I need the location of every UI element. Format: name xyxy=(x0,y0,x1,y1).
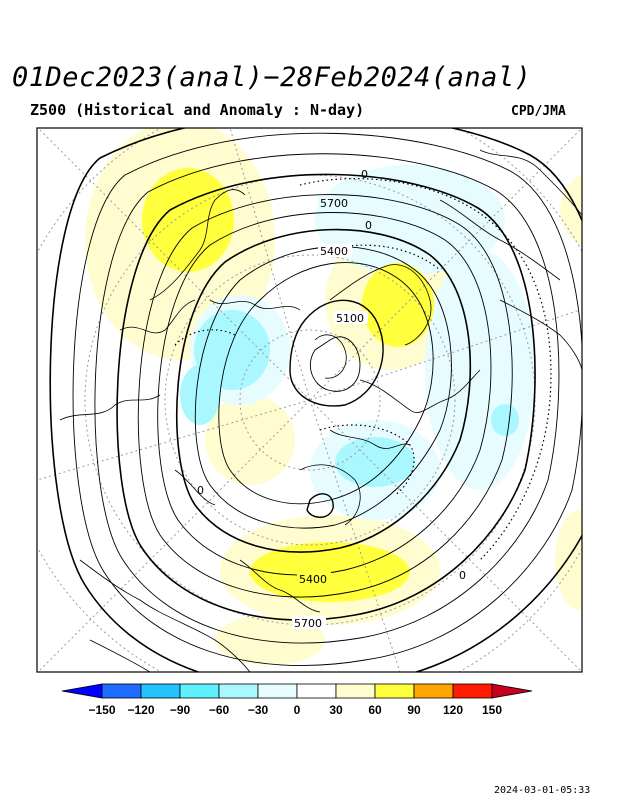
colorbar-tick-label: −30 xyxy=(248,703,269,717)
colorbar-min-arrow xyxy=(61,683,103,699)
contour-label: 0 xyxy=(365,219,372,232)
colorbar-cells xyxy=(61,683,533,699)
height-contours xyxy=(49,128,582,672)
colorbar-cell xyxy=(374,683,415,699)
map-frame xyxy=(36,127,583,673)
contour-label: 5400 xyxy=(299,573,327,586)
colorbar-cell xyxy=(335,683,376,699)
colorbar-cell xyxy=(218,683,259,699)
colorbar-tick-label: 30 xyxy=(329,703,343,717)
colorbar-cell xyxy=(257,683,298,699)
credit-label: CPD/JMA xyxy=(511,104,566,119)
contour-label: 5400 xyxy=(320,245,348,258)
colorbar-tick-label: −90 xyxy=(170,703,191,717)
colorbar-tick-label: 120 xyxy=(443,703,463,717)
colorbar-tick-label: 90 xyxy=(407,703,421,717)
coastlines xyxy=(59,149,582,672)
contour-label: 0 xyxy=(459,569,466,582)
colorbar-cell xyxy=(413,683,454,699)
colorbar-cell xyxy=(140,683,181,699)
colorbar-tick-label: 150 xyxy=(482,703,502,717)
contour-label: 0 xyxy=(361,168,368,181)
colorbar-max-arrow xyxy=(491,683,533,699)
timestamp: 2024-03-01-05:33 xyxy=(494,785,591,796)
colorbar-tick-label: −60 xyxy=(209,703,230,717)
colorbar-cell xyxy=(296,683,337,699)
page-title: 01Dec2023(anal)−28Feb2024(anal) xyxy=(12,62,532,93)
contour-label: 0 xyxy=(197,484,204,497)
colorbar-cell xyxy=(101,683,142,699)
contour-label: 5100 xyxy=(336,312,364,325)
colorbar-tick-label: 0 xyxy=(294,703,301,717)
colorbar-tick-label: 60 xyxy=(368,703,382,717)
map-subtitle: Z500 (Historical and Anomaly : N-day) xyxy=(30,101,365,119)
colorbar-ticks: −150 −120 −90 −60 −30 0 30 60 90 120 150 xyxy=(88,703,502,717)
colorbar-cell xyxy=(179,683,220,699)
colorbar-tick-label: −150 xyxy=(88,703,115,717)
contour-label: 5700 xyxy=(320,197,348,210)
contour-label: 5700 xyxy=(294,617,322,630)
colorbar-tick-label: −120 xyxy=(127,703,154,717)
colorbar-cell xyxy=(452,683,493,699)
